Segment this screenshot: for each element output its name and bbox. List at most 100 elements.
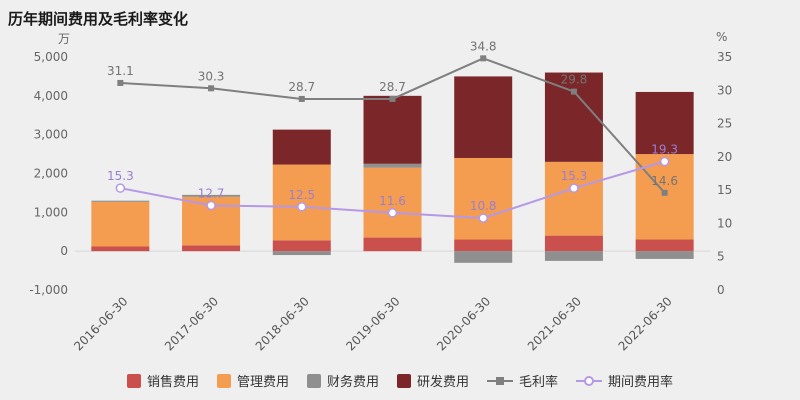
- bar-segment-series0[interactable]: [363, 237, 422, 252]
- line-value-label: 15.3: [107, 169, 134, 183]
- bar-segment-series2[interactable]: [363, 163, 422, 168]
- legend-label: 研发费用: [417, 375, 470, 390]
- line-point-marker[interactable]: [208, 85, 215, 92]
- line-point-marker[interactable]: [570, 88, 577, 95]
- bar-segment-series0[interactable]: [272, 240, 331, 252]
- line-point-marker[interactable]: [298, 95, 305, 102]
- chart-plot-area: 5,000 4,000 3,000 2,000 1,000 0 -1,000 35 30 25 20…: [29, 39, 732, 353]
- legend-item-1[interactable]: 管理费用: [216, 371, 289, 390]
- legend-swatch-icon: [126, 373, 141, 388]
- x-axis-label: 2016-06-30: [71, 294, 130, 353]
- left-axis-tick: 1,000: [34, 205, 68, 219]
- legend-swatch-icon: [306, 373, 321, 388]
- right-axis-tick: 5: [717, 250, 725, 264]
- line-value-label: 10.8: [470, 199, 497, 213]
- legend-swatch-icon: [216, 373, 231, 388]
- left-axis-unit: 万: [57, 32, 70, 46]
- right-axis-tick: 15: [717, 183, 732, 197]
- bar-segment-series2[interactable]: [635, 251, 694, 259]
- legend-item-5[interactable]: 期间费用率: [576, 371, 673, 390]
- right-axis-tick: 35: [717, 50, 732, 64]
- left-axis-tick: 0: [60, 244, 68, 258]
- bar-segment-series1[interactable]: [363, 167, 422, 238]
- bar-segment-series0[interactable]: [91, 246, 150, 252]
- line-point-marker[interactable]: [387, 208, 398, 218]
- left-axis-tick: 4,000: [34, 89, 68, 103]
- bar-segment-series3[interactable]: [544, 72, 603, 162]
- line-value-label: 29.8: [561, 73, 588, 87]
- bar-segment-series0[interactable]: [544, 235, 603, 252]
- line-value-label: 28.7: [379, 80, 406, 94]
- legend-label: 财务费用: [326, 375, 379, 390]
- line-value-label: 30.3: [198, 69, 225, 83]
- line-value-label: 12.5: [288, 188, 315, 202]
- right-axis-tick: 25: [717, 117, 732, 131]
- x-axis-label: 2017-06-30: [162, 294, 221, 353]
- left-axis-tick: 5,000: [34, 50, 68, 64]
- line-point-marker[interactable]: [659, 156, 670, 167]
- bar-segment-series1[interactable]: [635, 154, 694, 240]
- bar-series-group: [91, 72, 694, 263]
- legend-line-square-icon: [487, 375, 514, 387]
- x-axis-label: 2019-06-30: [343, 294, 402, 353]
- bar-segment-series1[interactable]: [91, 201, 150, 247]
- right-axis-tick: 10: [717, 216, 732, 230]
- line-point-marker[interactable]: [117, 79, 124, 86]
- left-axis-tick: -1,000: [29, 283, 68, 297]
- x-axis-label: 2018-06-30: [253, 294, 312, 353]
- bar-segment-series1[interactable]: [544, 161, 603, 236]
- legend-item-2[interactable]: 财务费用: [306, 371, 379, 390]
- line-point-marker[interactable]: [661, 189, 668, 196]
- bar-segment-series2[interactable]: [454, 251, 513, 263]
- line-value-label: 34.8: [470, 39, 497, 53]
- line-value-label: 31.1: [107, 64, 134, 78]
- legend-item-3[interactable]: 研发费用: [397, 371, 469, 390]
- line-value-label: 19.3: [651, 143, 678, 157]
- bar-segment-series2[interactable]: [182, 194, 241, 197]
- line-value-label: 14.6: [651, 174, 678, 188]
- legend-label: 毛利率: [519, 375, 559, 390]
- left-axis-tick: 2,000: [34, 167, 68, 181]
- x-axis-label: 2021-06-30: [525, 294, 584, 353]
- legend-line-circle-icon: [576, 375, 603, 387]
- line-point-marker[interactable]: [297, 202, 307, 212]
- line-value-label: 28.7: [288, 80, 315, 94]
- chart-title: 历年期间费用及毛利率变化: [8, 10, 189, 28]
- line-point-marker[interactable]: [478, 213, 488, 223]
- line-point-marker[interactable]: [569, 183, 579, 193]
- legend-item-0[interactable]: 销售费用: [126, 371, 199, 390]
- x-axis-label: 2022-06-30: [616, 294, 675, 353]
- line-value-label: 12.7: [198, 186, 225, 200]
- bar-segment-series1[interactable]: [454, 157, 513, 240]
- bar-segment-series2[interactable]: [544, 251, 603, 261]
- legend-label: 销售费用: [146, 375, 199, 390]
- right-axis-tick: 20: [717, 150, 732, 164]
- legend-label: 期间费用率: [608, 375, 674, 390]
- bar-segment-series0[interactable]: [635, 239, 694, 252]
- bar-segment-series0[interactable]: [182, 245, 241, 252]
- x-axis-label: 2020-06-30: [434, 294, 493, 353]
- bar-segment-series2[interactable]: [272, 251, 331, 256]
- line-point-marker[interactable]: [206, 200, 216, 211]
- right-axis-tick: 30: [717, 83, 732, 97]
- bar-segment-series2[interactable]: [91, 200, 150, 202]
- chart-legend: 销售费用 管理费用 财务费用 研发费用 毛利率 期间费用率: [0, 371, 800, 390]
- line-point-marker[interactable]: [389, 95, 396, 102]
- bar-segment-series0[interactable]: [454, 239, 513, 252]
- line-value-label: 15.3: [561, 169, 588, 183]
- bar-segment-series3[interactable]: [635, 91, 694, 155]
- line-point-marker[interactable]: [480, 55, 487, 62]
- bar-segment-series3[interactable]: [454, 76, 513, 158]
- legend-item-4[interactable]: 毛利率: [487, 371, 558, 390]
- legend-label: 管理费用: [236, 375, 289, 390]
- left-axis-tick: 3,000: [34, 128, 68, 142]
- bar-segment-series3[interactable]: [272, 129, 331, 165]
- right-axis-unit: %: [716, 30, 728, 44]
- line-value-label: 11.6: [379, 194, 406, 208]
- bar-segment-series3[interactable]: [363, 95, 422, 164]
- legend-swatch-icon: [397, 373, 411, 388]
- line-point-marker[interactable]: [115, 183, 126, 193]
- line-series-0: 31.1 30.3 28.7 28.7 34.8 29.8 14.6: [107, 39, 678, 196]
- line-series-1: 15.3 12.7 12.5 11.6 10.8 15.3 19.3: [107, 143, 678, 223]
- right-axis-tick: 0: [717, 283, 725, 297]
